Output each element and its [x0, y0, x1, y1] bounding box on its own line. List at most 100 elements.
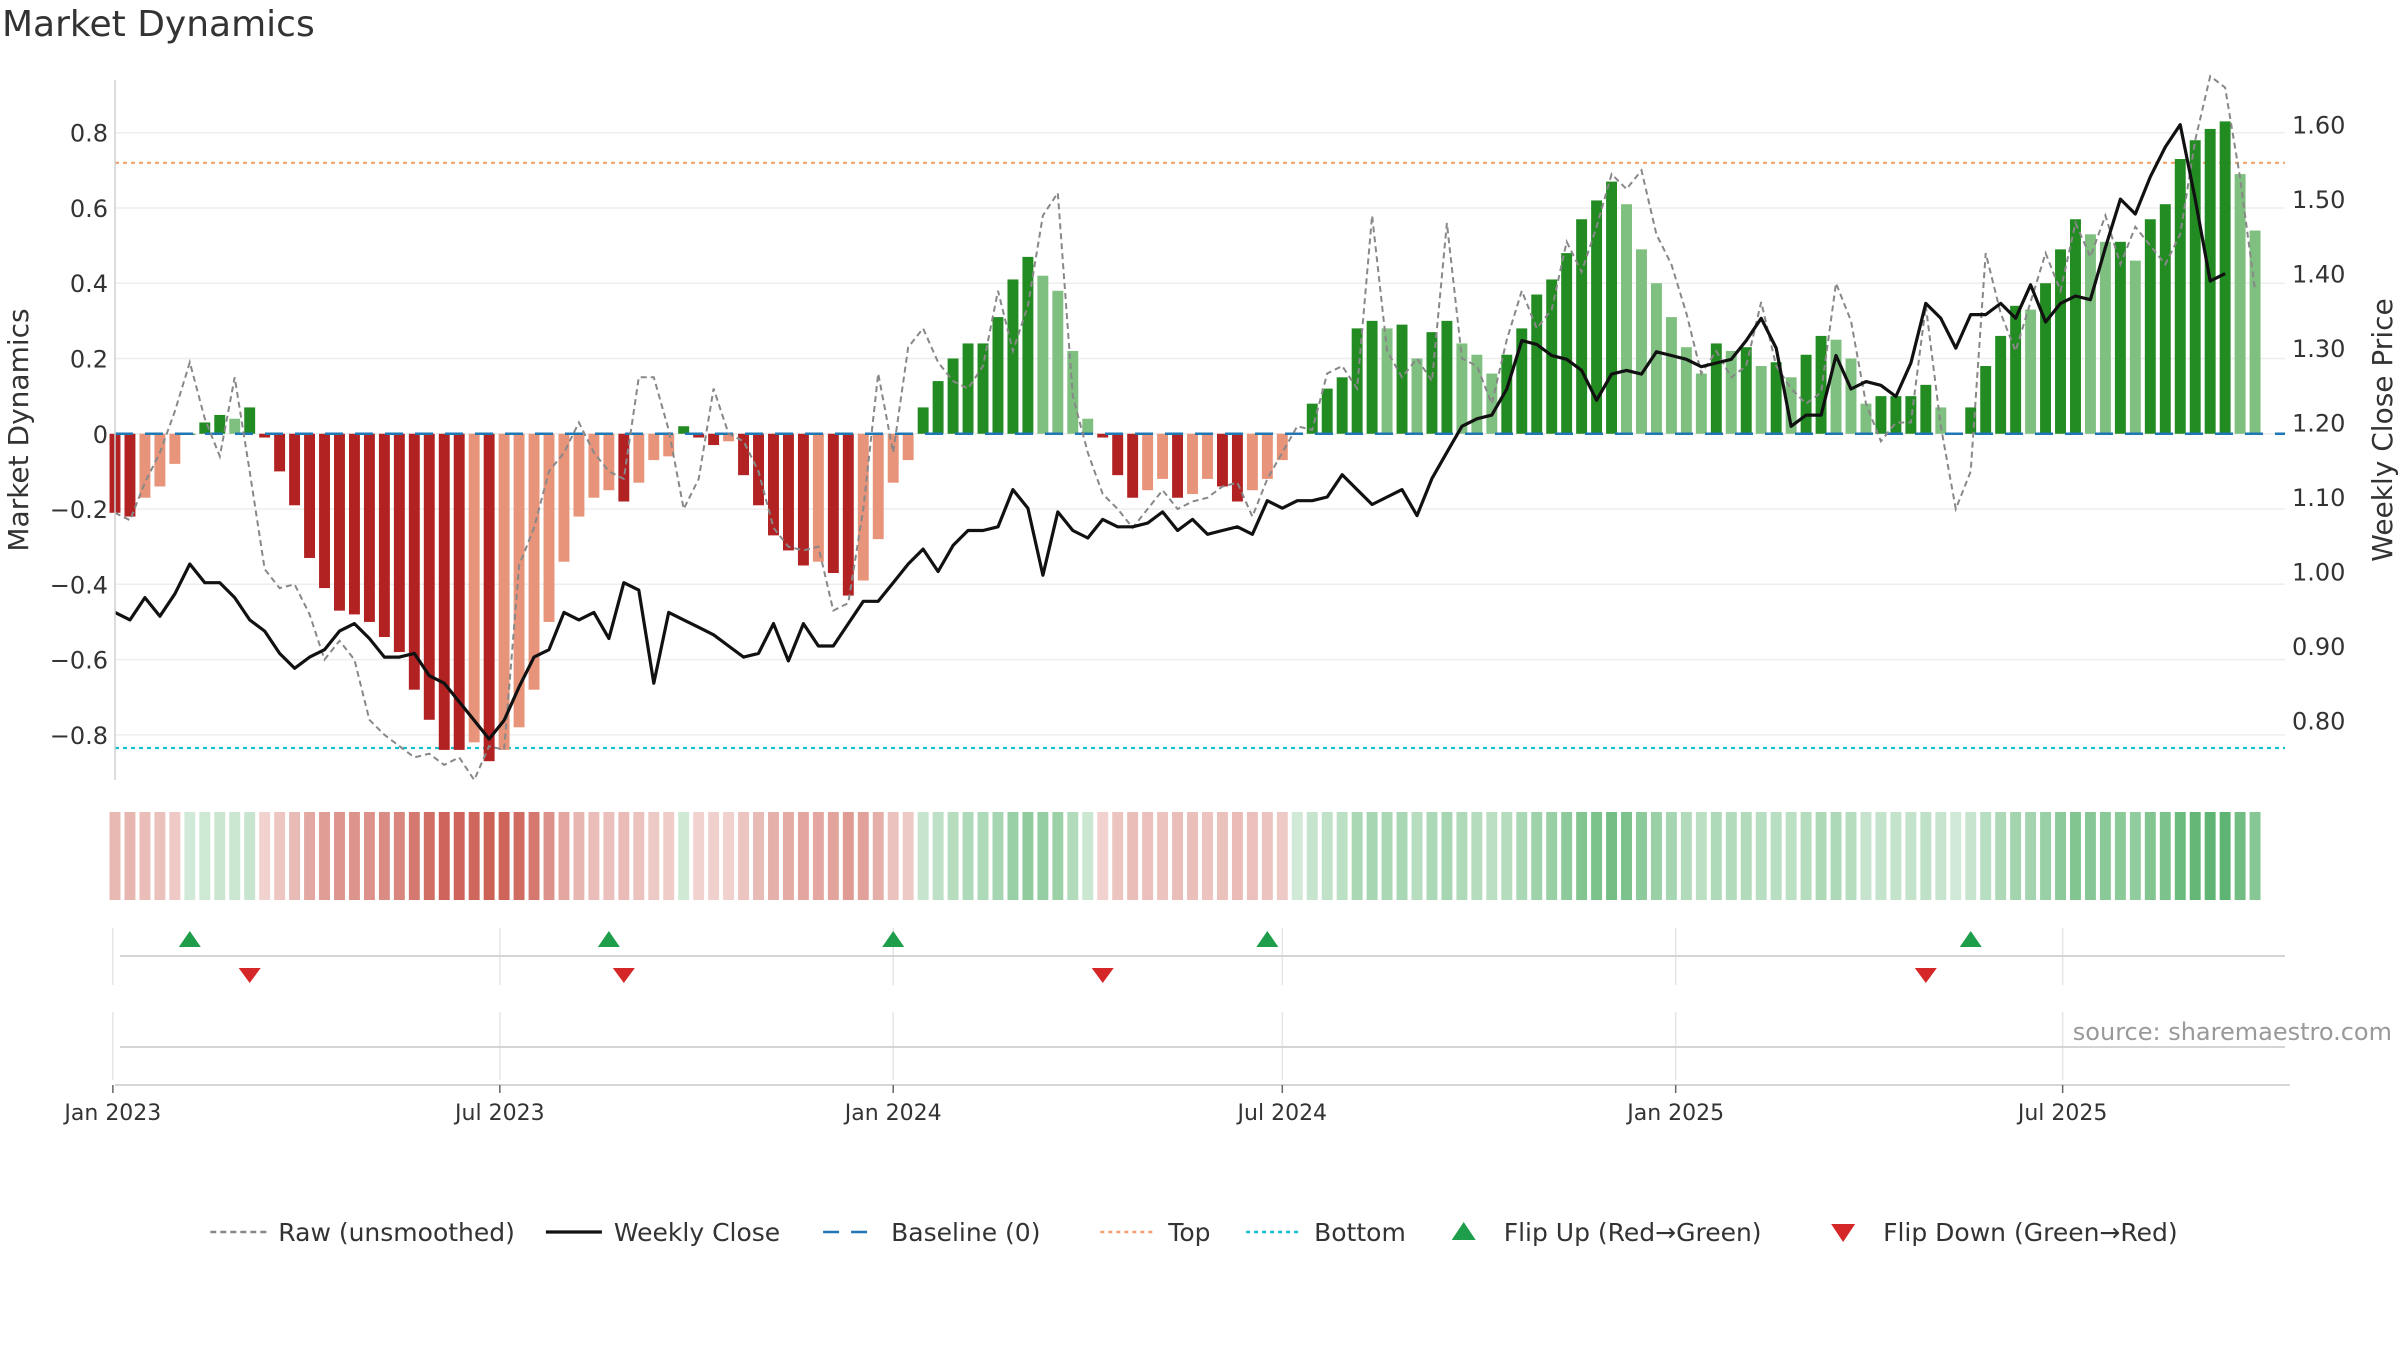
dynamics-bar [1920, 384, 1932, 434]
heat-cell [1082, 812, 1094, 900]
dynamics-bar [1172, 433, 1184, 498]
dynamics-bar [738, 433, 750, 476]
right-tick-label: 1.40 [2292, 261, 2345, 289]
dynamics-bar [1127, 433, 1139, 498]
dynamics-bar [917, 407, 929, 434]
dynamics-bar [902, 433, 914, 461]
heat-cell [2159, 812, 2171, 900]
heat-cell [1785, 812, 1797, 900]
dynamics-bar [2055, 249, 2066, 434]
heat-cell [2189, 812, 2201, 900]
dynamics-bar [1112, 433, 1124, 476]
heat-cell [2144, 812, 2156, 900]
legend-label: Top [1167, 1218, 1210, 1247]
dynamics-bar [2234, 174, 2246, 434]
heat-cell [393, 812, 405, 900]
heat-cell [1591, 812, 1603, 900]
flip-up-marker [882, 931, 905, 947]
dynamics-bar [2159, 204, 2171, 434]
dynamics-bar [363, 433, 375, 622]
right-axis-title: Weekly Close Price [2366, 298, 2399, 561]
dynamics-bar [1860, 403, 1872, 434]
heat-cell [1636, 812, 1647, 900]
flip-down-marker [1914, 968, 1937, 983]
dynamics-bar [1007, 279, 1019, 434]
heat-cell [498, 812, 510, 900]
heat-cell [663, 812, 675, 900]
dynamics-bar [1516, 328, 1528, 434]
heat-cell [513, 812, 525, 900]
dynamics-bar [1621, 204, 1632, 434]
heat-cell [1516, 812, 1528, 900]
heat-cell [932, 812, 944, 900]
heat-cell [887, 812, 899, 900]
dynamics-bar [1366, 320, 1378, 434]
dynamics-bar [2114, 241, 2126, 434]
heat-cell [453, 812, 465, 900]
heat-cell [782, 812, 794, 900]
heat-cell [1142, 812, 1154, 900]
heat-cell [1052, 812, 1064, 900]
legend-label: Flip Up (Red→Green) [1504, 1218, 1762, 1247]
dynamics-bar [1381, 328, 1393, 434]
dynamics-bar [618, 433, 630, 502]
heat-cell [528, 812, 540, 900]
dynamics-bar [1710, 343, 1722, 434]
heat-cell [1246, 812, 1258, 900]
heat-cell [872, 812, 884, 900]
heat-cell [259, 812, 271, 900]
heat-cell [1845, 812, 1857, 900]
heat-cell [1396, 812, 1408, 900]
dynamics-bar [768, 433, 779, 536]
dynamics-bar [558, 433, 570, 562]
dynamics-bar [797, 433, 809, 566]
heat-cell [1321, 812, 1333, 900]
dynamics-bar [1695, 373, 1707, 434]
dynamics-bar [1187, 433, 1198, 494]
x-tick-label: Jan 2023 [62, 1101, 161, 1126]
dynamics-bar [169, 433, 181, 464]
left-tick-label: −0.4 [50, 571, 108, 599]
dynamics-bar [977, 343, 989, 434]
dynamics-bar [348, 433, 360, 615]
heat-cell [648, 812, 660, 900]
heat-cell [1935, 812, 1947, 900]
heat-cell [2234, 812, 2246, 900]
dynamics-bar [1650, 283, 1662, 434]
axes: −0.8 −0.6 −0.4 −0.2 0 0.2 0.4 0.6 0.8 0.80 0.90 1.0… [2, 80, 2399, 1126]
raw-line [114, 74, 2257, 783]
dynamics-bar [1845, 358, 1857, 434]
left-tick-label: −0.2 [50, 496, 108, 524]
flip-down-marker [612, 968, 635, 983]
right-tick-label: 1.50 [2292, 186, 2345, 214]
heat-cell [1366, 812, 1378, 900]
heat-cell [468, 812, 480, 900]
dynamics-bar [1665, 317, 1677, 434]
right-tick-label: 0.80 [2292, 707, 2345, 735]
heat-cell [1441, 812, 1453, 900]
heat-cell [408, 812, 420, 900]
dynamics-bar [1576, 219, 1588, 434]
dynamics-bar [887, 433, 899, 483]
dynamics-bar [259, 433, 271, 438]
heat-cell [738, 812, 750, 900]
dynamics-bar [663, 433, 675, 457]
dynamics-bar [2249, 230, 2261, 434]
dynamics-bar [1441, 320, 1453, 434]
dynamics-bar [334, 433, 345, 611]
heat-cell [1157, 812, 1169, 900]
dynamics-bar [1935, 407, 1947, 434]
dynamics-bar [1591, 200, 1603, 434]
dynamics-bar [1022, 256, 1034, 434]
heat-cell [588, 812, 600, 900]
heat-cell [2129, 812, 2141, 900]
heat-cell [2174, 812, 2186, 900]
heat-cell [2219, 812, 2231, 900]
heat-cell [2040, 812, 2052, 900]
heat-cell [1800, 812, 1812, 900]
dynamics-bar [678, 426, 690, 434]
dynamics-bar [603, 433, 615, 491]
flip-panel [120, 931, 2285, 983]
heat-cell [1965, 812, 1977, 900]
